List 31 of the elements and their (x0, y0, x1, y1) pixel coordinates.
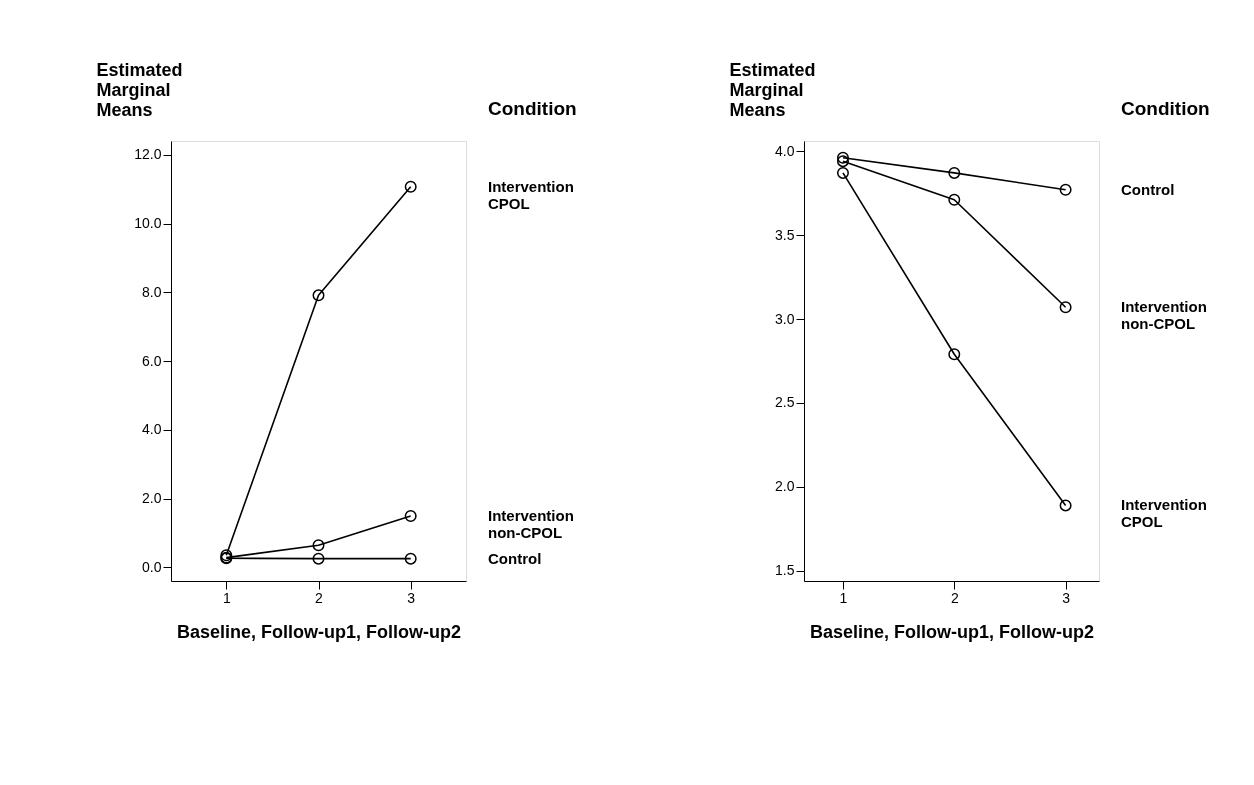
x-tick-label: 1 (839, 589, 848, 606)
y-axis-title: Estimated Marginal Means (729, 59, 816, 120)
x-axis-title: Baseline, Follow-up1, Follow-up2 (809, 621, 1095, 642)
text: Intervention CPOL (1121, 496, 1207, 531)
y-tick-label: 4.0 (775, 142, 795, 159)
y-tick-label: 3.5 (775, 226, 795, 243)
y-tick-label: 6.0 (142, 352, 162, 369)
text: Intervention CPOL (488, 177, 574, 212)
y-axis-title: Estimated Marginal Means (96, 59, 183, 120)
text: Control (488, 549, 542, 567)
y-tick-label: 1.5 (775, 562, 795, 579)
y-tick-label: 2.0 (775, 478, 795, 495)
y-tick-label: 2.5 (775, 394, 795, 411)
x-tick-label: 3 (1062, 589, 1071, 606)
text: Control (1121, 180, 1175, 198)
x-tick-label: 3 (407, 589, 416, 606)
x-tick-label: 2 (315, 589, 324, 606)
y-tick-label: 4.0 (142, 421, 162, 438)
y-tick-label: 2.0 (142, 490, 162, 506)
y-tick-label: 3.0 (775, 310, 795, 327)
text: Intervention non-CPOL (488, 507, 574, 542)
x-tick-label: 2 (950, 589, 959, 606)
y-tick-label: 8.0 (142, 283, 162, 300)
x-axis-title: Baseline, Follow-up1, Follow-up2 (176, 621, 462, 642)
text: Intervention non-CPOL (1121, 298, 1207, 333)
y-tick-label: 10.0 (134, 215, 162, 231)
y-tick-label: 12.0 (134, 146, 162, 163)
legend-title: Condition (1121, 98, 1210, 119)
y-tick-label: 0.0 (142, 558, 162, 575)
x-tick-label: 1 (222, 589, 231, 606)
legend-title: Condition (488, 98, 577, 119)
